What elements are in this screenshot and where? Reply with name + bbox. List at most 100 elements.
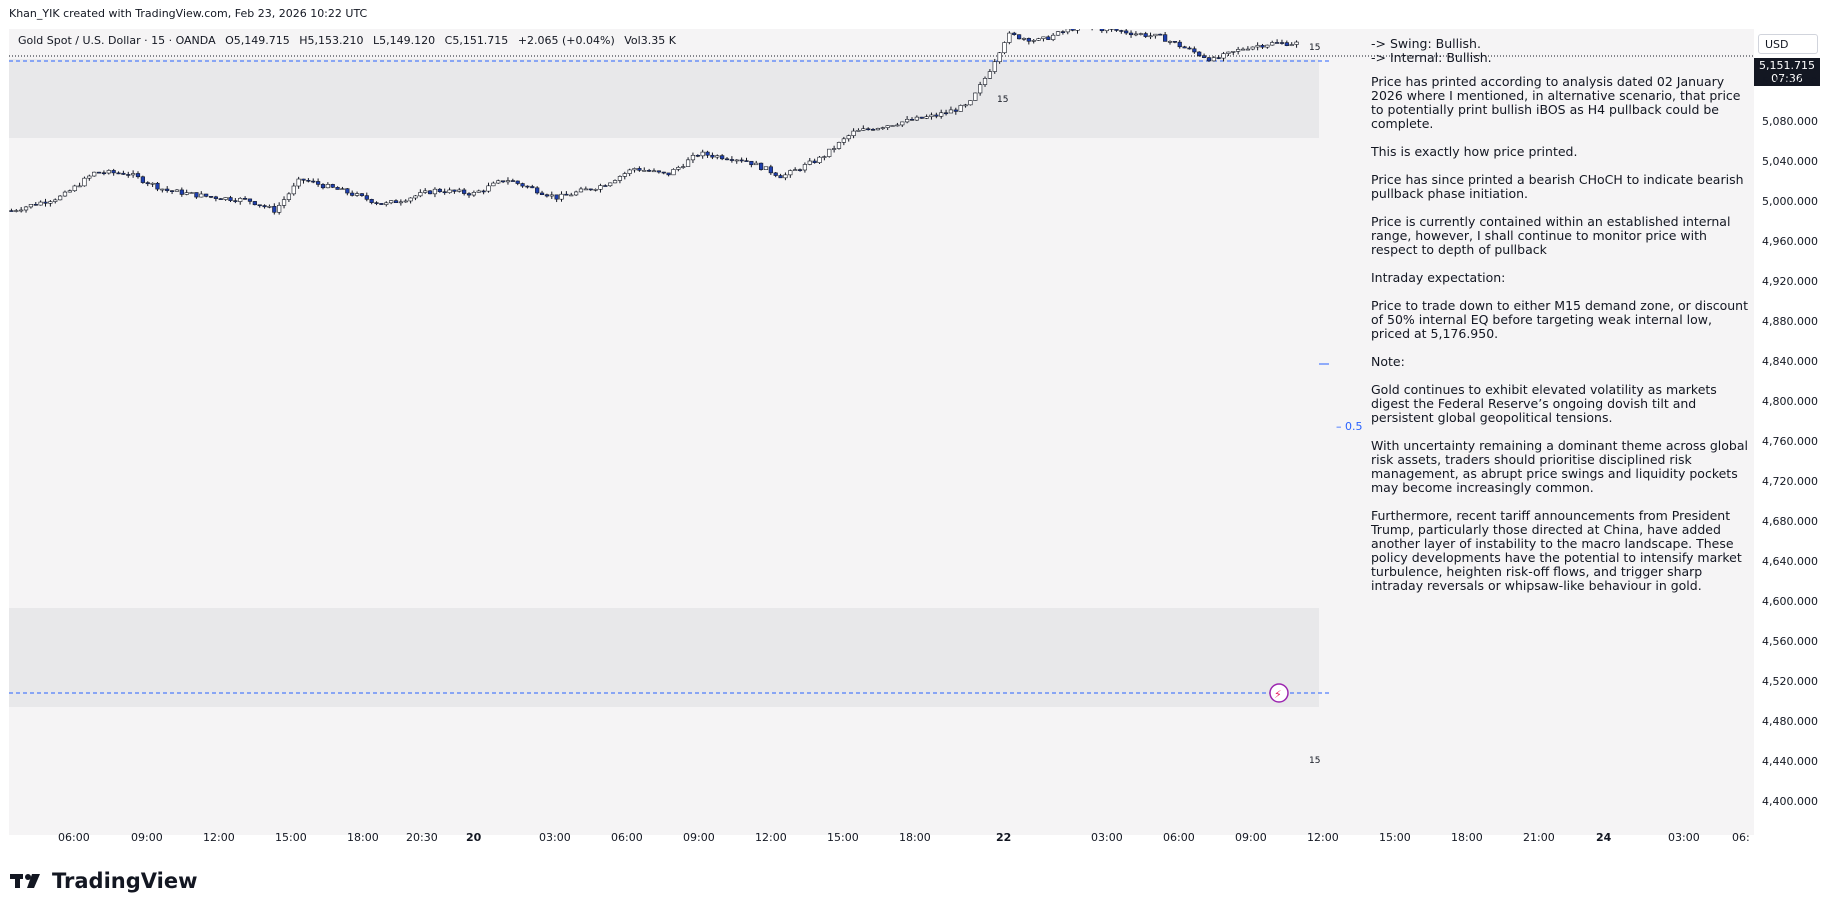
candle-body [330,184,335,188]
candle-body [866,128,871,131]
price-tick-label: 4,840.000 [1762,355,1818,368]
candle-body [1255,45,1260,48]
candle-body [1289,44,1294,46]
candle-body [1163,34,1168,42]
candle-body [1099,29,1104,32]
candle-body [520,183,525,187]
candle-body [612,180,618,184]
candle-body [33,204,38,206]
time-tick-label: 24 [1596,831,1612,844]
candle-body [637,168,642,171]
candle-body [384,202,389,205]
candle-body [306,179,311,182]
candle-body [817,156,822,163]
candle-body [583,188,588,191]
candle-body [510,180,515,182]
candle-body [1051,34,1056,40]
candle-body [627,169,632,174]
candle-body [335,187,340,190]
candle-body [194,192,199,198]
time-tick-label: 15:00 [827,831,859,844]
candle-body [1294,41,1299,45]
candle-body [1016,34,1022,40]
time-tick-label: 21:00 [1523,831,1555,844]
time-tick-label: 12:00 [1307,831,1339,844]
candle-body [948,109,954,114]
candle-body [281,199,287,206]
price-tick-label: 4,520.000 [1762,675,1818,688]
candle-body [875,128,881,131]
candle-body [398,201,403,204]
tradingview-logo[interactable]: TradingView [10,869,197,893]
candle-body [325,184,330,189]
candle-body [257,204,262,207]
candle-body [963,104,968,107]
price-tick-label: 4,680.000 [1762,515,1818,528]
symbol-info-bar: Gold Spot / U.S. Dollar · 15 · OANDA O5,… [18,34,682,47]
candle-body [1119,30,1124,32]
candle-body [213,196,218,199]
candle-body [1221,53,1226,59]
candle-body [1031,40,1036,42]
candle-body [126,174,131,176]
candle-body [851,130,856,136]
currency-selector[interactable]: USD [1758,34,1818,54]
price-chart[interactable]: ⚡ [9,29,1754,835]
time-tick-label: 12:00 [203,831,235,844]
candle-body [48,201,53,204]
candle-body [793,169,798,171]
candle-body [539,192,545,196]
candle-body [802,164,808,171]
supply-zone [9,59,1319,138]
chart-area[interactable]: ⚡ [9,29,1754,835]
candle-body [14,210,19,212]
candle-body [427,190,433,195]
candle-body [705,151,710,156]
price-tick-label: 4,800.000 [1762,395,1818,408]
candle-body [832,148,837,150]
candle-body [296,178,301,187]
candle-body [301,178,306,181]
candle-body [900,121,905,126]
candle-body [647,170,652,172]
time-tick-label: 09:00 [131,831,163,844]
candle-body [496,180,501,184]
candle-body [481,190,486,193]
candle-body [1012,32,1017,35]
price-tick-label: 5,120.000 [1762,75,1818,88]
candle-body [861,128,866,131]
candle-body [666,172,671,176]
candle-body [973,92,978,101]
candle-body [1274,42,1280,44]
time-tick-label: 15:00 [275,831,307,844]
candle-body [140,176,145,183]
low-value: L5,149.120 [373,34,436,47]
symbol-name[interactable]: Gold Spot / U.S. Dollar · 15 · OANDA [18,34,216,47]
candle-body [82,177,87,187]
candle-body [1026,38,1031,42]
candle-body [174,189,180,192]
candle-body [822,156,827,158]
candle-body [43,201,48,204]
price-tick-label: 5,080.000 [1762,115,1818,128]
candle-body [1192,48,1197,53]
candle-body [1002,42,1007,54]
candle-body [199,193,204,198]
time-tick-label: 06:00 [1163,831,1195,844]
candle-body [1055,31,1061,36]
candle-body [320,184,326,189]
attribution-text: Khan_YIK created with TradingView.com, F… [9,7,368,20]
time-tick-label: 18:00 [1451,831,1483,844]
time-tick-label: 03:00 [1668,831,1700,844]
candle-body [87,175,92,179]
candle-body [1104,29,1109,32]
price-tick-label: 4,960.000 [1762,235,1818,248]
alert-icon[interactable] [1269,683,1289,703]
candle-body [929,114,934,117]
candle-body [788,170,793,176]
candle-body [218,198,223,200]
candle-body [895,124,900,127]
candle-body [549,194,554,197]
candle-body [1070,29,1075,31]
price-tick-label: 4,560.000 [1762,635,1818,648]
